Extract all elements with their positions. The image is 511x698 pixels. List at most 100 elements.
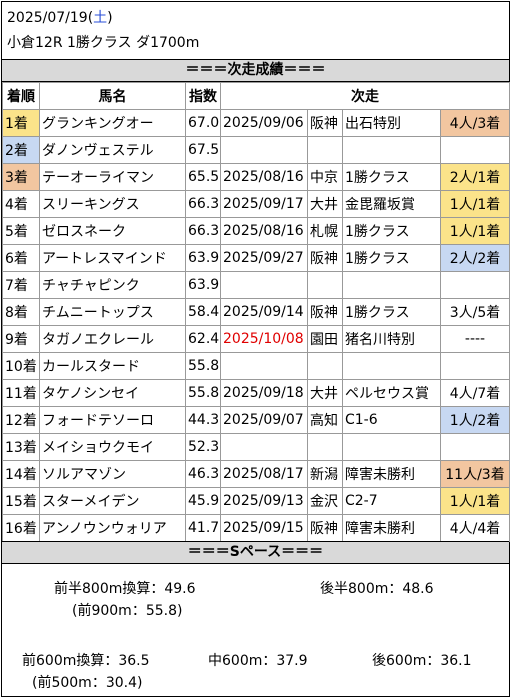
table-row: 10着 カールスタード 55.8 <box>2 352 510 380</box>
index-cell: 63.9 <box>185 244 221 272</box>
next-result-cell: 11人/3着 <box>440 460 510 488</box>
table-header-row: 着順 馬名 指数 次走 <box>2 82 510 110</box>
next-date-cell: 2025/08/17 <box>220 460 308 488</box>
next-result-cell: 1人/2着 <box>440 406 510 434</box>
next-race-cell: 1勝クラス <box>342 163 441 191</box>
pace-last-600: 後600m：36.1 <box>372 653 472 669</box>
horse-name-cell: カールスタード <box>39 352 186 380</box>
rank-cell: 7着 <box>2 271 40 299</box>
pace-banner: ＝＝＝Sペース＝＝＝ <box>2 541 509 564</box>
table-row: 3着 テーオーライマン 65.5 2025/08/16 中京 1勝クラス 2人/1着 <box>2 163 510 191</box>
next-result-cell: 2人/2着 <box>440 244 510 272</box>
index-cell: 67.5 <box>185 136 221 164</box>
table-row: 6着 アートレスマインド 63.9 2025/09/27 阪神 1勝クラス 2人/2着 <box>2 244 510 272</box>
rank-cell: 10着 <box>2 352 40 380</box>
index-cell: 41.7 <box>185 514 221 542</box>
next-date-cell: 2025/09/18 <box>220 379 308 407</box>
horse-name-cell: スターメイデン <box>39 487 186 515</box>
next-result-cell: 1人/1着 <box>440 217 510 245</box>
table-row: 13着 メイショウクモイ 52.3 <box>2 433 510 461</box>
next-track-cell: 阪神 <box>307 298 343 326</box>
table-row: 14着 ソルアマゾン 46.3 2025/08/17 新潟 障害未勝利 11人/3着 <box>2 460 510 488</box>
next-race-cell <box>342 271 441 299</box>
next-date-cell: 2025/09/15 <box>220 514 308 542</box>
next-track-cell: 阪神 <box>307 514 343 542</box>
next-track-cell: 新潟 <box>307 460 343 488</box>
table-row: 1着 グランキングオー 67.0 2025/09/06 阪神 出石特別 4人/3着 <box>2 109 510 137</box>
weekday-open: ( <box>87 10 94 26</box>
pace-first-500: (前500m：30.4) <box>32 675 143 691</box>
next-race-cell: ペルセウス賞 <box>342 379 441 407</box>
table-row: 2着 ダノンヴェステル 67.5 <box>2 136 510 164</box>
col-index-header: 指数 <box>185 82 221 110</box>
next-track-cell <box>307 433 343 461</box>
next-race-cell: 1勝クラス <box>342 217 441 245</box>
table-row: 11着 タケノシンセイ 55.8 2025/09/18 大井 ペルセウス賞 4人/7着 <box>2 379 510 407</box>
rank-cell: 13着 <box>2 433 40 461</box>
next-race-cell <box>342 136 441 164</box>
next-date-cell: 2025/10/08 <box>220 325 308 353</box>
next-result-cell: 4人/4着 <box>440 514 510 542</box>
next-result-cell <box>440 352 510 380</box>
weekday: 土 <box>93 10 108 26</box>
index-cell: 46.3 <box>185 460 221 488</box>
next-track-cell <box>307 136 343 164</box>
horse-name-cell: ダノンヴェステル <box>39 136 186 164</box>
table-row: 5着 ゼロスネーク 66.3 2025/08/16 札幌 1勝クラス 1人/1着 <box>2 217 510 245</box>
next-race-cell: 1勝クラス <box>342 244 441 272</box>
next-date-cell: 2025/09/13 <box>220 487 308 515</box>
next-track-cell: 中京 <box>307 163 343 191</box>
next-date-cell: 2025/09/06 <box>220 109 308 137</box>
rank-cell: 3着 <box>2 163 40 191</box>
rank-cell: 8着 <box>2 298 40 326</box>
next-race-cell: 猪名川特別 <box>342 325 441 353</box>
horse-name-cell: グランキングオー <box>39 109 186 137</box>
index-cell: 63.9 <box>185 271 221 299</box>
next-race-banner: ＝＝＝次走成績＝＝＝ <box>2 59 509 82</box>
rank-cell: 9着 <box>2 325 40 353</box>
table-row: 12着 フォードテソーロ 44.3 2025/09/07 高知 C1-6 1人/2着 <box>2 406 510 434</box>
next-track-cell: 高知 <box>307 406 343 434</box>
next-result-cell: 3人/5着 <box>440 298 510 326</box>
rank-cell: 4着 <box>2 190 40 218</box>
col-next-header: 次走 <box>220 82 510 110</box>
weekday-close: ) <box>107 10 113 26</box>
next-result-cell: 4人/7着 <box>440 379 510 407</box>
next-result-cell: 1人/1着 <box>440 487 510 515</box>
next-race-cell: 1勝クラス <box>342 298 441 326</box>
table-row: 16着 アンノウンウォリア 41.7 2025/09/15 阪神 障害未勝利 4人/4着 <box>2 514 510 542</box>
horse-name-cell: アンノウンウォリア <box>39 514 186 542</box>
horse-name-cell: ソルアマゾン <box>39 460 186 488</box>
index-cell: 55.8 <box>185 352 221 380</box>
horse-name-cell: テーオーライマン <box>39 163 186 191</box>
rank-cell: 2着 <box>2 136 40 164</box>
next-race-cell: C1-6 <box>342 406 441 434</box>
index-cell: 58.4 <box>185 298 221 326</box>
rank-cell: 14着 <box>2 460 40 488</box>
next-track-cell: 阪神 <box>307 109 343 137</box>
next-date-cell: 2025/09/17 <box>220 190 308 218</box>
next-result-cell: 4人/3着 <box>440 109 510 137</box>
next-date-cell: 2025/08/16 <box>220 217 308 245</box>
index-cell: 45.9 <box>185 487 221 515</box>
next-result-cell <box>440 136 510 164</box>
next-track-cell <box>307 271 343 299</box>
next-date-cell: 2025/09/14 <box>220 298 308 326</box>
next-result-cell: ---- <box>440 325 510 353</box>
index-cell: 62.4 <box>185 325 221 353</box>
rank-cell: 16着 <box>2 514 40 542</box>
next-date-cell <box>220 433 308 461</box>
next-track-cell: 金沢 <box>307 487 343 515</box>
next-race-cell: C2-7 <box>342 487 441 515</box>
next-date-cell <box>220 352 308 380</box>
index-cell: 65.5 <box>185 163 221 191</box>
next-result-cell <box>440 433 510 461</box>
next-date-cell <box>220 271 308 299</box>
next-track-cell: 札幌 <box>307 217 343 245</box>
index-cell: 52.3 <box>185 433 221 461</box>
pace-first-half: 前半800m換算：49.6 <box>54 581 196 597</box>
horse-name-cell: タガノエクレール <box>39 325 186 353</box>
next-track-cell <box>307 352 343 380</box>
col-name-header: 馬名 <box>39 82 186 110</box>
